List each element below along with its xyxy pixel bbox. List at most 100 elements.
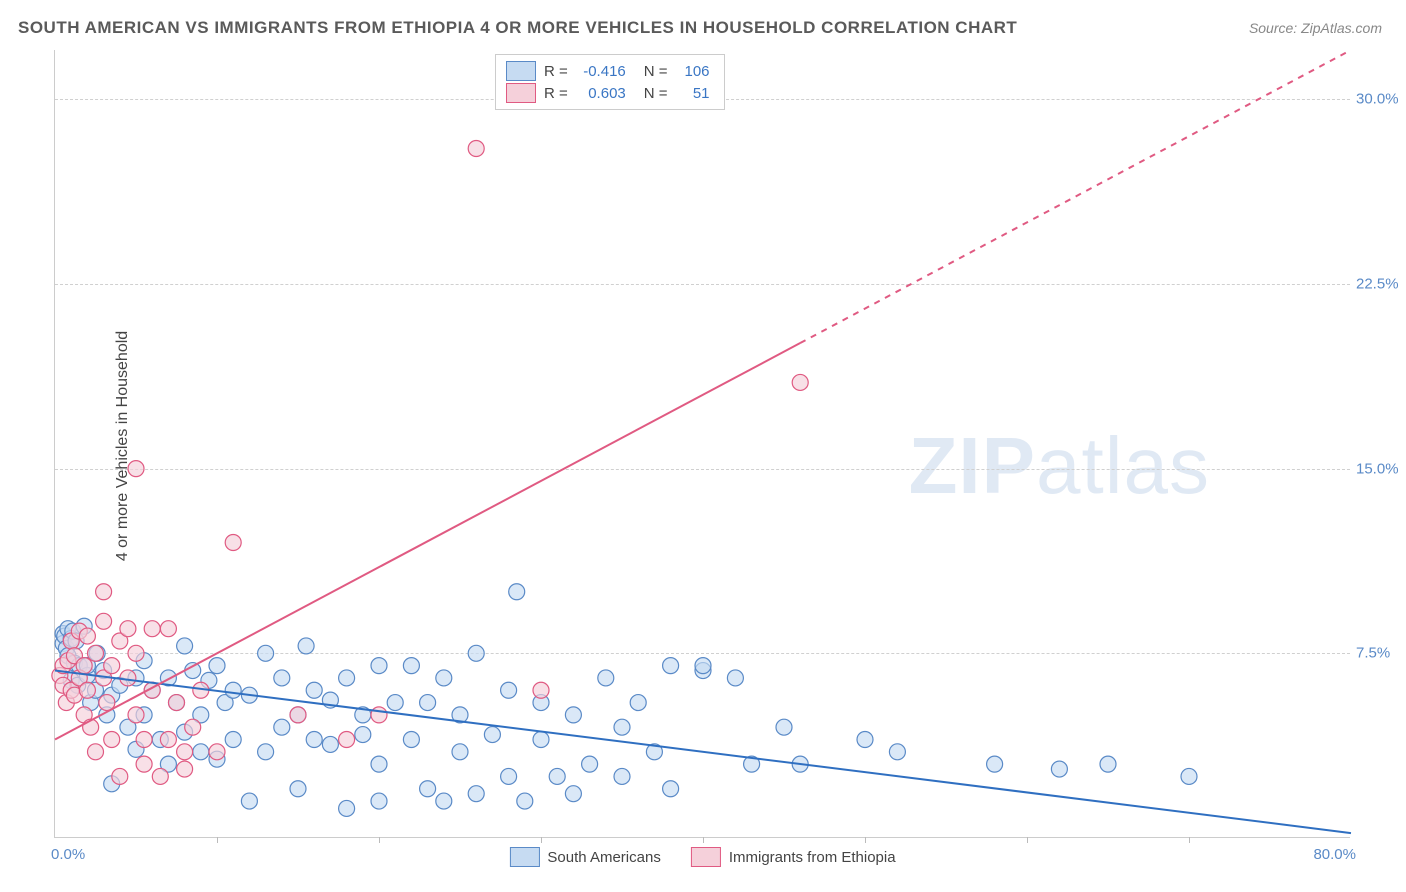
y-tick-label: 22.5% [1356, 275, 1406, 292]
data-point [403, 658, 419, 674]
data-point [177, 761, 193, 777]
data-point [79, 628, 95, 644]
legend-item: Immigrants from Ethiopia [691, 847, 896, 867]
data-point [136, 732, 152, 748]
data-point [96, 584, 112, 600]
legend-swatch [691, 847, 721, 867]
regression-line-extension [800, 50, 1351, 343]
data-point [549, 768, 565, 784]
data-point [128, 645, 144, 661]
legend-row: R = 0.603 N = 51 [506, 83, 710, 103]
data-point [371, 707, 387, 723]
data-point [468, 141, 484, 157]
n-label: N = [644, 63, 668, 80]
data-point [1100, 756, 1116, 772]
data-point [468, 786, 484, 802]
legend-swatch [506, 83, 536, 103]
series-legend: South Americans Immigrants from Ethiopia [509, 847, 895, 867]
data-point [209, 744, 225, 760]
data-point [88, 645, 104, 661]
data-point [355, 727, 371, 743]
data-point [695, 658, 711, 674]
r-value: 0.603 [576, 85, 626, 102]
legend-label: South Americans [547, 849, 660, 866]
data-point [120, 621, 136, 637]
n-value: 106 [676, 63, 710, 80]
data-point [371, 793, 387, 809]
data-point [306, 732, 322, 748]
r-label: R = [544, 85, 568, 102]
r-label: R = [544, 63, 568, 80]
data-point [663, 658, 679, 674]
data-point [298, 638, 314, 654]
data-point [776, 719, 792, 735]
n-label: N = [644, 85, 668, 102]
data-point [136, 756, 152, 772]
data-point [792, 374, 808, 390]
y-tick-label: 30.0% [1356, 91, 1406, 108]
data-point [160, 621, 176, 637]
data-point [987, 756, 1003, 772]
n-value: 51 [676, 85, 710, 102]
data-point [452, 744, 468, 760]
y-tick-label: 15.0% [1356, 460, 1406, 477]
data-point [1181, 768, 1197, 784]
legend-row: R =-0.416N =106 [506, 61, 710, 81]
x-tick-mark [379, 837, 380, 843]
data-point [565, 707, 581, 723]
data-point [104, 732, 120, 748]
x-tick-mark [217, 837, 218, 843]
data-point [152, 768, 168, 784]
data-point [112, 768, 128, 784]
data-point [177, 638, 193, 654]
data-point [193, 744, 209, 760]
data-point [290, 781, 306, 797]
legend-label: Immigrants from Ethiopia [729, 849, 896, 866]
data-point [1051, 761, 1067, 777]
scatter-svg [55, 50, 1350, 837]
data-point [339, 732, 355, 748]
data-point [484, 727, 500, 743]
data-point [274, 670, 290, 686]
data-point [339, 800, 355, 816]
legend-swatch [506, 61, 536, 81]
source-label: Source: ZipAtlas.com [1249, 20, 1382, 36]
data-point [436, 670, 452, 686]
data-point [598, 670, 614, 686]
data-point [169, 695, 185, 711]
data-point [371, 658, 387, 674]
data-point [582, 756, 598, 772]
data-point [339, 670, 355, 686]
data-point [403, 732, 419, 748]
data-point [76, 658, 92, 674]
data-point [501, 768, 517, 784]
data-point [889, 744, 905, 760]
plot-area: ZIPatlas 7.5%15.0%22.5%30.0% R =-0.416N … [54, 50, 1350, 838]
data-point [258, 744, 274, 760]
data-point [225, 732, 241, 748]
data-point [533, 732, 549, 748]
data-point [241, 793, 257, 809]
data-point [436, 793, 452, 809]
x-tick-mark [865, 837, 866, 843]
data-point [565, 786, 581, 802]
data-point [306, 682, 322, 698]
data-point [128, 461, 144, 477]
data-point [128, 707, 144, 723]
data-point [509, 584, 525, 600]
data-point [160, 732, 176, 748]
x-tick-mark [541, 837, 542, 843]
data-point [630, 695, 646, 711]
data-point [501, 682, 517, 698]
data-point [144, 621, 160, 637]
x-axis-origin: 0.0% [51, 846, 85, 863]
data-point [857, 732, 873, 748]
data-point [533, 682, 549, 698]
data-point [185, 663, 201, 679]
data-point [104, 658, 120, 674]
y-tick-label: 7.5% [1356, 645, 1406, 662]
data-point [614, 719, 630, 735]
chart-title: SOUTH AMERICAN VS IMMIGRANTS FROM ETHIOP… [18, 18, 1017, 38]
data-point [88, 744, 104, 760]
data-point [663, 781, 679, 797]
